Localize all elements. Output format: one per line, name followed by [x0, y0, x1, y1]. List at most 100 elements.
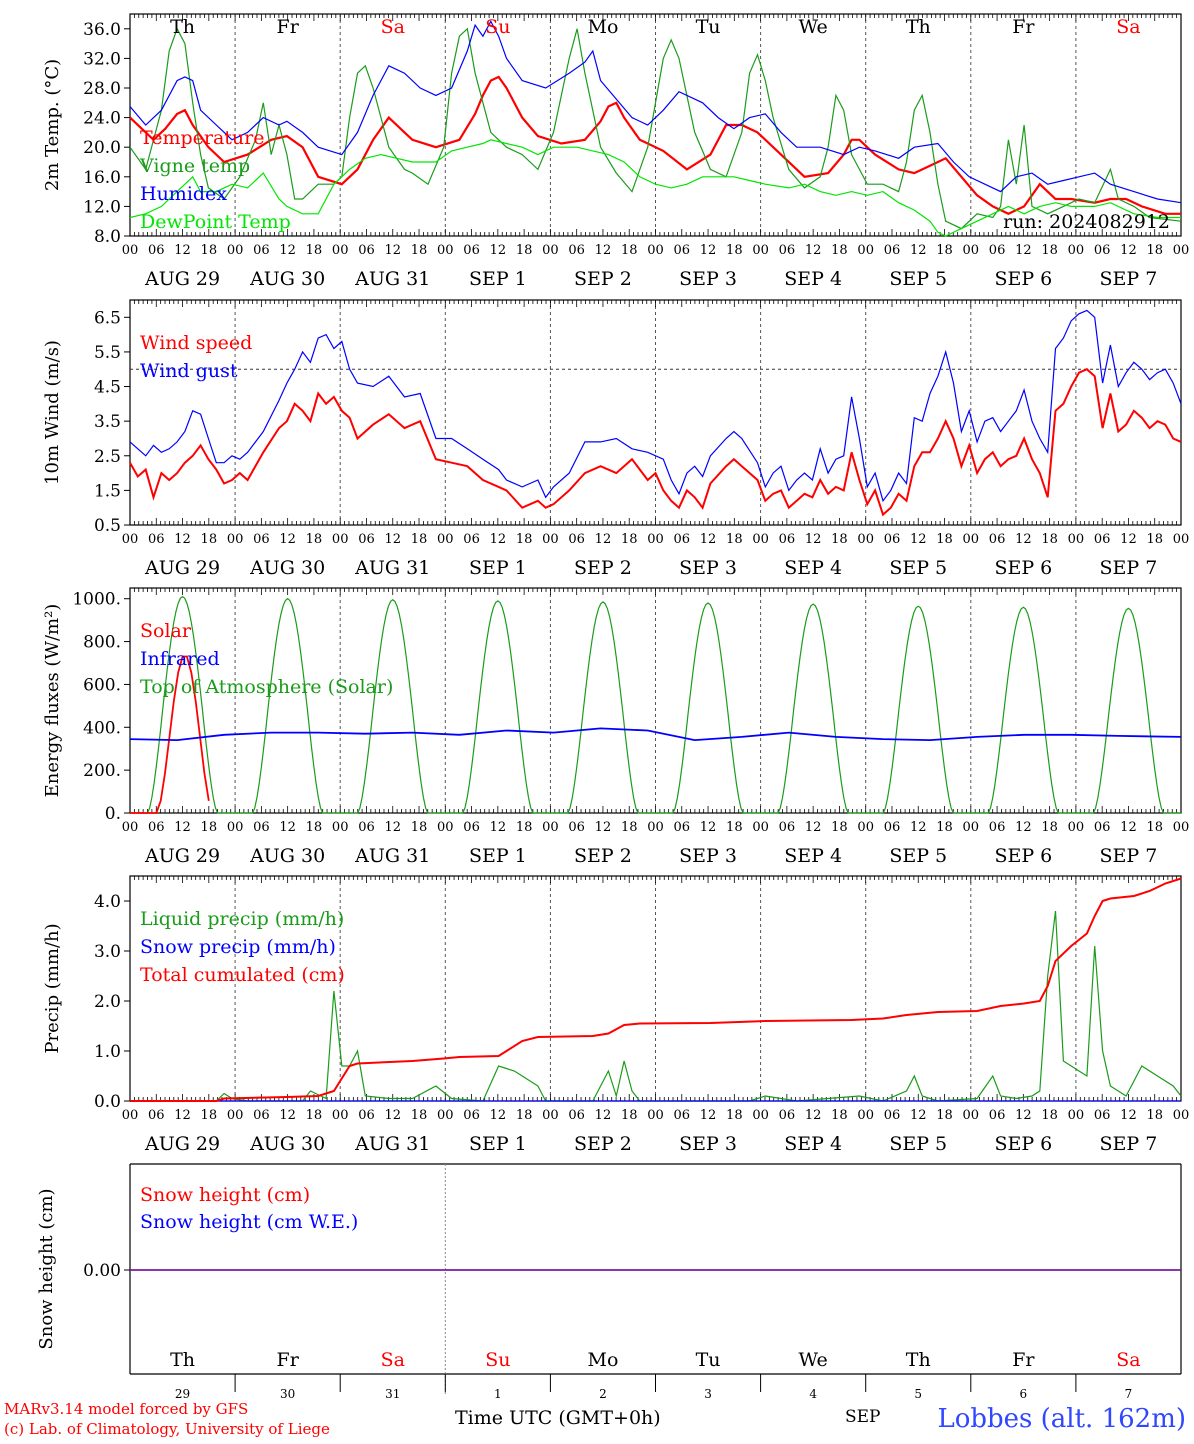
y-tick-label: 600.	[83, 675, 121, 695]
legend-total-cumulated-cm-: Total cumulated (cm)	[140, 964, 345, 986]
hour-tick-label: 12	[910, 1108, 927, 1123]
date-label: AUG 30	[249, 557, 325, 579]
hour-tick-label: 06	[779, 532, 796, 547]
hour-tick-label: 12	[700, 532, 717, 547]
hour-tick-label: 00	[122, 1108, 139, 1123]
hour-tick-label: 12	[490, 532, 507, 547]
day-number-label: 5	[914, 1387, 922, 1401]
hour-tick-label: 18	[516, 820, 533, 835]
hour-tick-label: 00	[542, 532, 559, 547]
panel-4: 00 06 12 18 00 06 12 18 00 06 12 18 00 06 12 18 00 06 12 18…	[42, 875, 1189, 1155]
hour-tick-label: 00	[1173, 532, 1190, 547]
hour-tick-label: 18	[1146, 1108, 1163, 1123]
hour-tick-label: 18	[726, 1108, 743, 1123]
hour-tick-label: 18	[411, 820, 428, 835]
hour-tick-label: 18	[411, 1108, 428, 1123]
day-of-week-label: Fr	[1012, 1349, 1035, 1371]
date-label: AUG 31	[354, 268, 430, 290]
hour-tick-label: 12	[1120, 820, 1137, 835]
date-label: SEP 1	[469, 1133, 527, 1155]
hour-tick-label: 12	[1120, 532, 1137, 547]
hour-tick-label: 06	[989, 820, 1006, 835]
legend-solar: Solar	[140, 620, 192, 642]
date-label: AUG 29	[144, 845, 220, 867]
hour-tick-label: 06	[568, 1108, 585, 1123]
day-of-week-label: Fr	[277, 1349, 300, 1371]
y-tick-label: 800.	[83, 633, 121, 653]
hour-tick-label: 12	[279, 532, 296, 547]
hour-tick-label: 18	[201, 243, 218, 258]
hour-tick-label: 00	[1068, 243, 1085, 258]
hour-tick-label: 18	[936, 243, 953, 258]
date-label: AUG 29	[144, 557, 220, 579]
date-label: SEP 5	[889, 268, 947, 290]
panel-frame	[129, 299, 1182, 526]
hour-tick-label: 06	[358, 532, 375, 547]
day-of-week-label: Sa	[381, 16, 405, 38]
day-of-week-label: Fr	[277, 16, 300, 38]
hour-tick-label: 12	[700, 1108, 717, 1123]
hour-tick-label: 12	[174, 1108, 191, 1123]
panel-5: 0.00 Snow height (cm) Snow height (cm) Snow…	[36, 1163, 1182, 1401]
hour-tick-label: 06	[568, 243, 585, 258]
hour-tick-label: 06	[1094, 820, 1111, 835]
hour-tick-label: 18	[516, 243, 533, 258]
date-label: SEP 1	[469, 557, 527, 579]
date-label: SEP 3	[679, 557, 737, 579]
date-label: SEP 2	[574, 268, 632, 290]
day-of-week-label: Sa	[381, 1349, 405, 1371]
hour-tick-label: 06	[989, 243, 1006, 258]
hour-tick-label: 18	[306, 243, 323, 258]
legend-liquid-precip-mm-h-: Liquid precip (mm/h)	[140, 908, 344, 930]
hour-tick-label: 00	[437, 532, 454, 547]
legend-temperature: Temperature	[140, 127, 264, 149]
hour-tick-label: 06	[568, 532, 585, 547]
hour-tick-label: 00	[857, 243, 874, 258]
hour-tick-label: 00	[1068, 1108, 1085, 1123]
date-label: AUG 31	[354, 557, 430, 579]
date-label: AUG 29	[144, 1133, 220, 1155]
hour-tick-label: 18	[621, 532, 638, 547]
y-tick-label: 0.5	[94, 516, 121, 536]
y-tick-label: 3.0	[94, 942, 121, 962]
day-number-label: 31	[385, 1387, 400, 1401]
hour-tick-label: 18	[831, 532, 848, 547]
hour-tick-label: 12	[595, 243, 612, 258]
hour-tick-label: 00	[1068, 820, 1085, 835]
hour-tick-label: 06	[463, 243, 480, 258]
y-tick-label: 1.0	[94, 1042, 121, 1062]
hour-tick-label: 00	[227, 1108, 244, 1123]
hour-tick-label: 06	[779, 820, 796, 835]
station-label: Lobbes (alt. 162m)	[937, 1404, 1186, 1434]
date-label: SEP 2	[574, 557, 632, 579]
y-tick-label: 20.0	[83, 138, 121, 158]
hour-tick-label: 18	[726, 532, 743, 547]
series-infrared	[129, 727, 1182, 742]
hour-tick-label: 06	[463, 820, 480, 835]
day-of-week-label: We	[799, 16, 828, 38]
hour-tick-label: 18	[936, 820, 953, 835]
y-tick-label: 16.0	[83, 168, 121, 188]
hour-tick-label: 18	[726, 243, 743, 258]
hour-tick-label: 00	[752, 532, 769, 547]
hour-tick-label: 00	[332, 532, 349, 547]
date-label: SEP 7	[1100, 557, 1158, 579]
y-tick-label: 4.5	[94, 378, 121, 398]
hour-tick-label: 00	[227, 820, 244, 835]
hour-tick-label: 18	[411, 532, 428, 547]
series-wind-speed	[129, 368, 1182, 517]
hour-tick-label: 12	[595, 532, 612, 547]
hour-tick-label: 18	[201, 532, 218, 547]
hour-tick-label: 00	[647, 532, 664, 547]
legend-snow-height-cm-w-e-: Snow height (cm W.E.)	[140, 1211, 358, 1233]
hour-tick-label: 06	[358, 820, 375, 835]
y-tick-label: 12.0	[83, 197, 121, 217]
hour-tick-label: 00	[122, 532, 139, 547]
hour-tick-label: 12	[279, 243, 296, 258]
hour-tick-label: 00	[332, 1108, 349, 1123]
hour-tick-label: 18	[726, 820, 743, 835]
hour-tick-label: 18	[306, 1108, 323, 1123]
date-label: SEP 5	[889, 845, 947, 867]
